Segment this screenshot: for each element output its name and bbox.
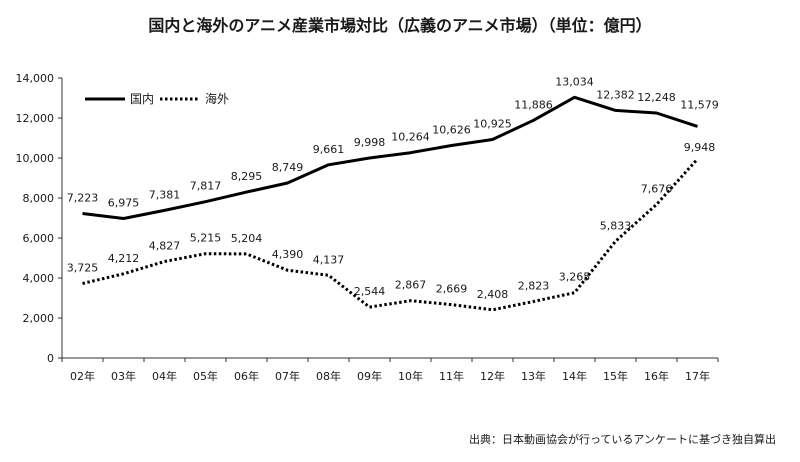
data-label: 10,264 xyxy=(391,131,430,144)
x-tick-label: 11年 xyxy=(439,369,464,383)
x-tick-label: 15年 xyxy=(603,369,628,383)
y-tick-label: 12,000 xyxy=(16,112,55,125)
data-label: 6,975 xyxy=(108,197,140,210)
data-label: 2,544 xyxy=(354,285,386,298)
data-label: 5,833 xyxy=(600,219,632,232)
x-tick-label: 14年 xyxy=(562,369,587,383)
data-label: 5,204 xyxy=(231,232,263,245)
data-label: 9,948 xyxy=(684,141,716,154)
x-axis-ticks: 02年 03年 04年 05年 06年 07年 08年 09年 10年 11年 12年 13年 14年 1… xyxy=(61,358,719,383)
data-label: 5,215 xyxy=(190,232,222,245)
y-tick-label: 14,000 xyxy=(16,72,55,85)
x-tick-label: 12年 xyxy=(480,369,505,383)
data-label: 2,408 xyxy=(477,288,509,301)
data-label: 9,661 xyxy=(313,143,345,156)
source-note: 出典：日本動画協会が行っているアンケートに基づき独自算出 xyxy=(468,433,776,446)
data-label: 10,626 xyxy=(432,123,471,136)
x-tick-label: 04年 xyxy=(152,369,177,383)
data-label: 12,248 xyxy=(637,91,676,104)
data-labels: 7,223 6,975 7,381 7,817 8,295 8,749 9,661 9,998… xyxy=(67,75,719,301)
data-label: 7,817 xyxy=(190,180,222,193)
x-tick-label: 06年 xyxy=(234,369,259,383)
data-label: 3,265 xyxy=(559,271,591,284)
y-axis-ticks: 0 2,000 4,000 6,000 8,000 10,000 12,000 14,000 xyxy=(16,72,62,365)
data-label: 4,390 xyxy=(272,248,304,261)
x-tick-label: 08年 xyxy=(316,369,341,383)
data-label: 4,137 xyxy=(313,253,345,266)
data-label: 7,381 xyxy=(149,188,181,201)
legend-label: 国内 xyxy=(130,92,154,106)
data-label: 8,295 xyxy=(231,170,263,183)
x-tick-label: 03年 xyxy=(111,369,136,383)
y-tick-label: 2,000 xyxy=(23,312,55,325)
chart-title: 国内と海外のアニメ産業市場対比（広義のアニメ市場）（単位：億円） xyxy=(148,16,652,35)
legend: 国内 海外 xyxy=(85,91,229,106)
data-label: 2,823 xyxy=(518,280,550,293)
data-label: 4,212 xyxy=(108,252,140,265)
data-label: 10,925 xyxy=(473,118,512,131)
series-lines xyxy=(82,95,699,312)
x-tick-label: 16年 xyxy=(644,369,669,383)
x-tick-label: 09年 xyxy=(357,369,382,383)
data-label: 13,034 xyxy=(555,75,594,88)
data-label: 11,886 xyxy=(514,98,553,111)
data-label: 3,725 xyxy=(67,262,99,275)
data-label: 4,827 xyxy=(149,239,181,252)
series-line-domestic xyxy=(82,95,698,220)
data-label: 2,867 xyxy=(395,279,427,292)
data-label: 7,676 xyxy=(641,182,673,195)
series-line-overseas xyxy=(82,157,699,312)
y-tick-label: 10,000 xyxy=(16,152,55,165)
x-tick-label: 02年 xyxy=(70,369,95,383)
data-label: 12,382 xyxy=(596,88,635,101)
data-label: 11,579 xyxy=(680,98,719,111)
x-tick-label: 17年 xyxy=(685,369,710,383)
data-label: 2,669 xyxy=(436,283,468,296)
x-tick-label: 07年 xyxy=(275,369,300,383)
y-tick-label: 4,000 xyxy=(23,272,55,285)
x-tick-label: 10年 xyxy=(398,369,423,383)
y-tick-label: 6,000 xyxy=(23,232,55,245)
data-label: 7,223 xyxy=(67,192,99,205)
axes xyxy=(61,78,718,359)
data-label: 9,998 xyxy=(354,136,386,149)
y-tick-label: 8,000 xyxy=(23,192,55,205)
x-tick-label: 05年 xyxy=(193,369,218,383)
data-label: 8,749 xyxy=(272,161,304,174)
x-tick-label: 13年 xyxy=(521,369,546,383)
y-tick-label: 0 xyxy=(47,352,54,365)
legend-label: 海外 xyxy=(205,91,229,106)
